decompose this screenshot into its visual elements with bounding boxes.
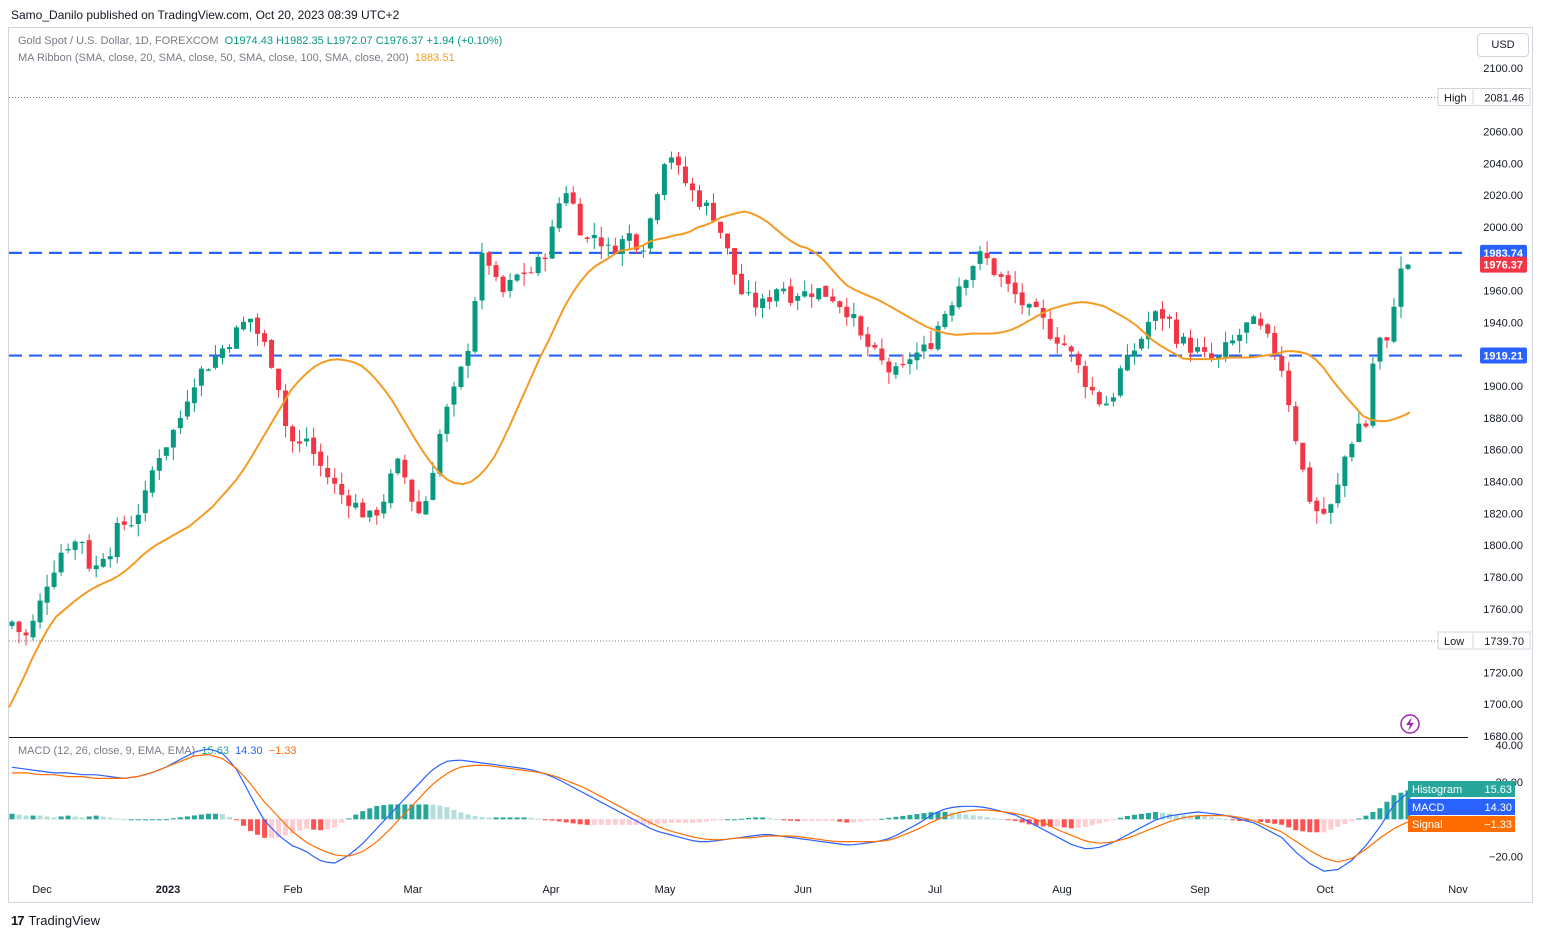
publisher-line: Samo_Danilo published on TradingView.com…: [11, 8, 400, 22]
ma-legend: MA Ribbon (SMA, close, 20, SMA, close, 5…: [18, 52, 455, 64]
footer-brand: 17 TradingView: [11, 913, 100, 928]
ma-title[interactable]: MA Ribbon (SMA, close, 20, SMA, close, 5…: [18, 52, 409, 64]
macd-legend: MACD (12, 26, close, 9, EMA, EMA) 15.63 …: [18, 745, 297, 757]
macd-hist-value: 15.63: [201, 745, 229, 757]
footer-brand-text: TradingView: [28, 913, 101, 928]
currency-button[interactable]: USD: [1477, 33, 1529, 57]
chart-frame: [8, 27, 1533, 903]
ma-value: 1883.51: [414, 52, 455, 64]
ohlc-values: O1974.43 H1982.35 L1972.07 C1976.37 +1.9…: [224, 35, 503, 47]
macd-signal-value: −1.33: [268, 745, 297, 757]
macd-line-value: 14.30: [235, 745, 263, 757]
symbol-title[interactable]: Gold Spot / U.S. Dollar, 1D, FOREXCOM: [18, 35, 219, 47]
symbol-legend: Gold Spot / U.S. Dollar, 1D, FOREXCOM O1…: [18, 35, 502, 47]
macd-title[interactable]: MACD (12, 26, close, 9, EMA, EMA): [18, 745, 196, 757]
tradingview-logo-icon: 17: [11, 913, 25, 928]
